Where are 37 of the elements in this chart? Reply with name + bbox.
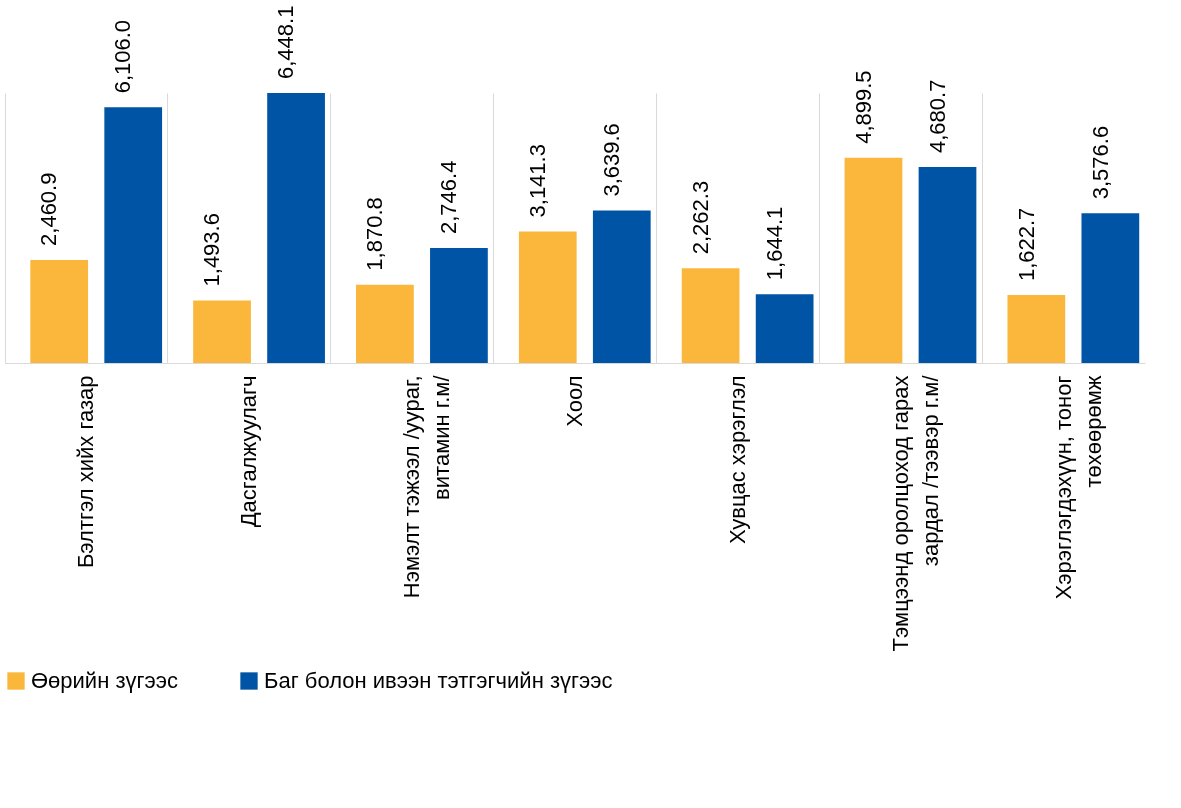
bar (755, 294, 814, 363)
bar (193, 300, 251, 363)
data-label: 1,644.1 (761, 206, 787, 281)
bar (844, 157, 903, 363)
x-tick-label: Нэмэлт тэжээл /уураг, витамин г.м/ (399, 374, 455, 599)
data-label: 4,899.5 (850, 70, 876, 144)
x-tick-label: Бэлтгэл хийх газар (73, 375, 99, 569)
data-label: 2,262.3 (687, 180, 713, 255)
data-label: 1,870.8 (362, 197, 388, 271)
legend-label: Өөрийн зүгээс (31, 668, 178, 693)
data-label: 1,622.7 (1013, 207, 1039, 282)
bar (1081, 213, 1140, 363)
bar (1007, 295, 1066, 363)
bar (104, 107, 163, 363)
data-label: 1,493.6 (199, 213, 225, 287)
bar (918, 167, 977, 363)
data-label: 3,639.6 (599, 123, 625, 197)
bar (681, 268, 740, 363)
x-tick-label: Хэрэглэгдэхүүн, тоног төхөөрөмж (1050, 375, 1106, 600)
x-tick-label: Хувцас хэрэглэл (724, 375, 750, 544)
x-tick-label: Хоол (562, 375, 587, 427)
data-label: 6,106.0 (110, 19, 136, 94)
bar (518, 231, 577, 363)
data-label: 6,448.1 (273, 5, 299, 79)
bar (356, 284, 414, 363)
data-label: 2,460.9 (36, 172, 62, 246)
bar (267, 93, 325, 363)
bar (592, 210, 651, 363)
bar (30, 259, 89, 363)
data-label: 4,680.7 (924, 79, 950, 154)
data-label: 3,141.3 (524, 144, 550, 218)
x-tick-label: Тэмцээнд оролцоход гарах зардал /тээвэр г.м/ (887, 374, 943, 652)
legend-label: Баг болон ивээн тэтгэгчийн зүгээс (264, 668, 613, 693)
data-label: 3,576.6 (1087, 125, 1113, 200)
data-label: 2,746.4 (436, 160, 462, 234)
x-tick-label: Дасгалжуулагч (236, 375, 262, 528)
bar (430, 248, 488, 363)
